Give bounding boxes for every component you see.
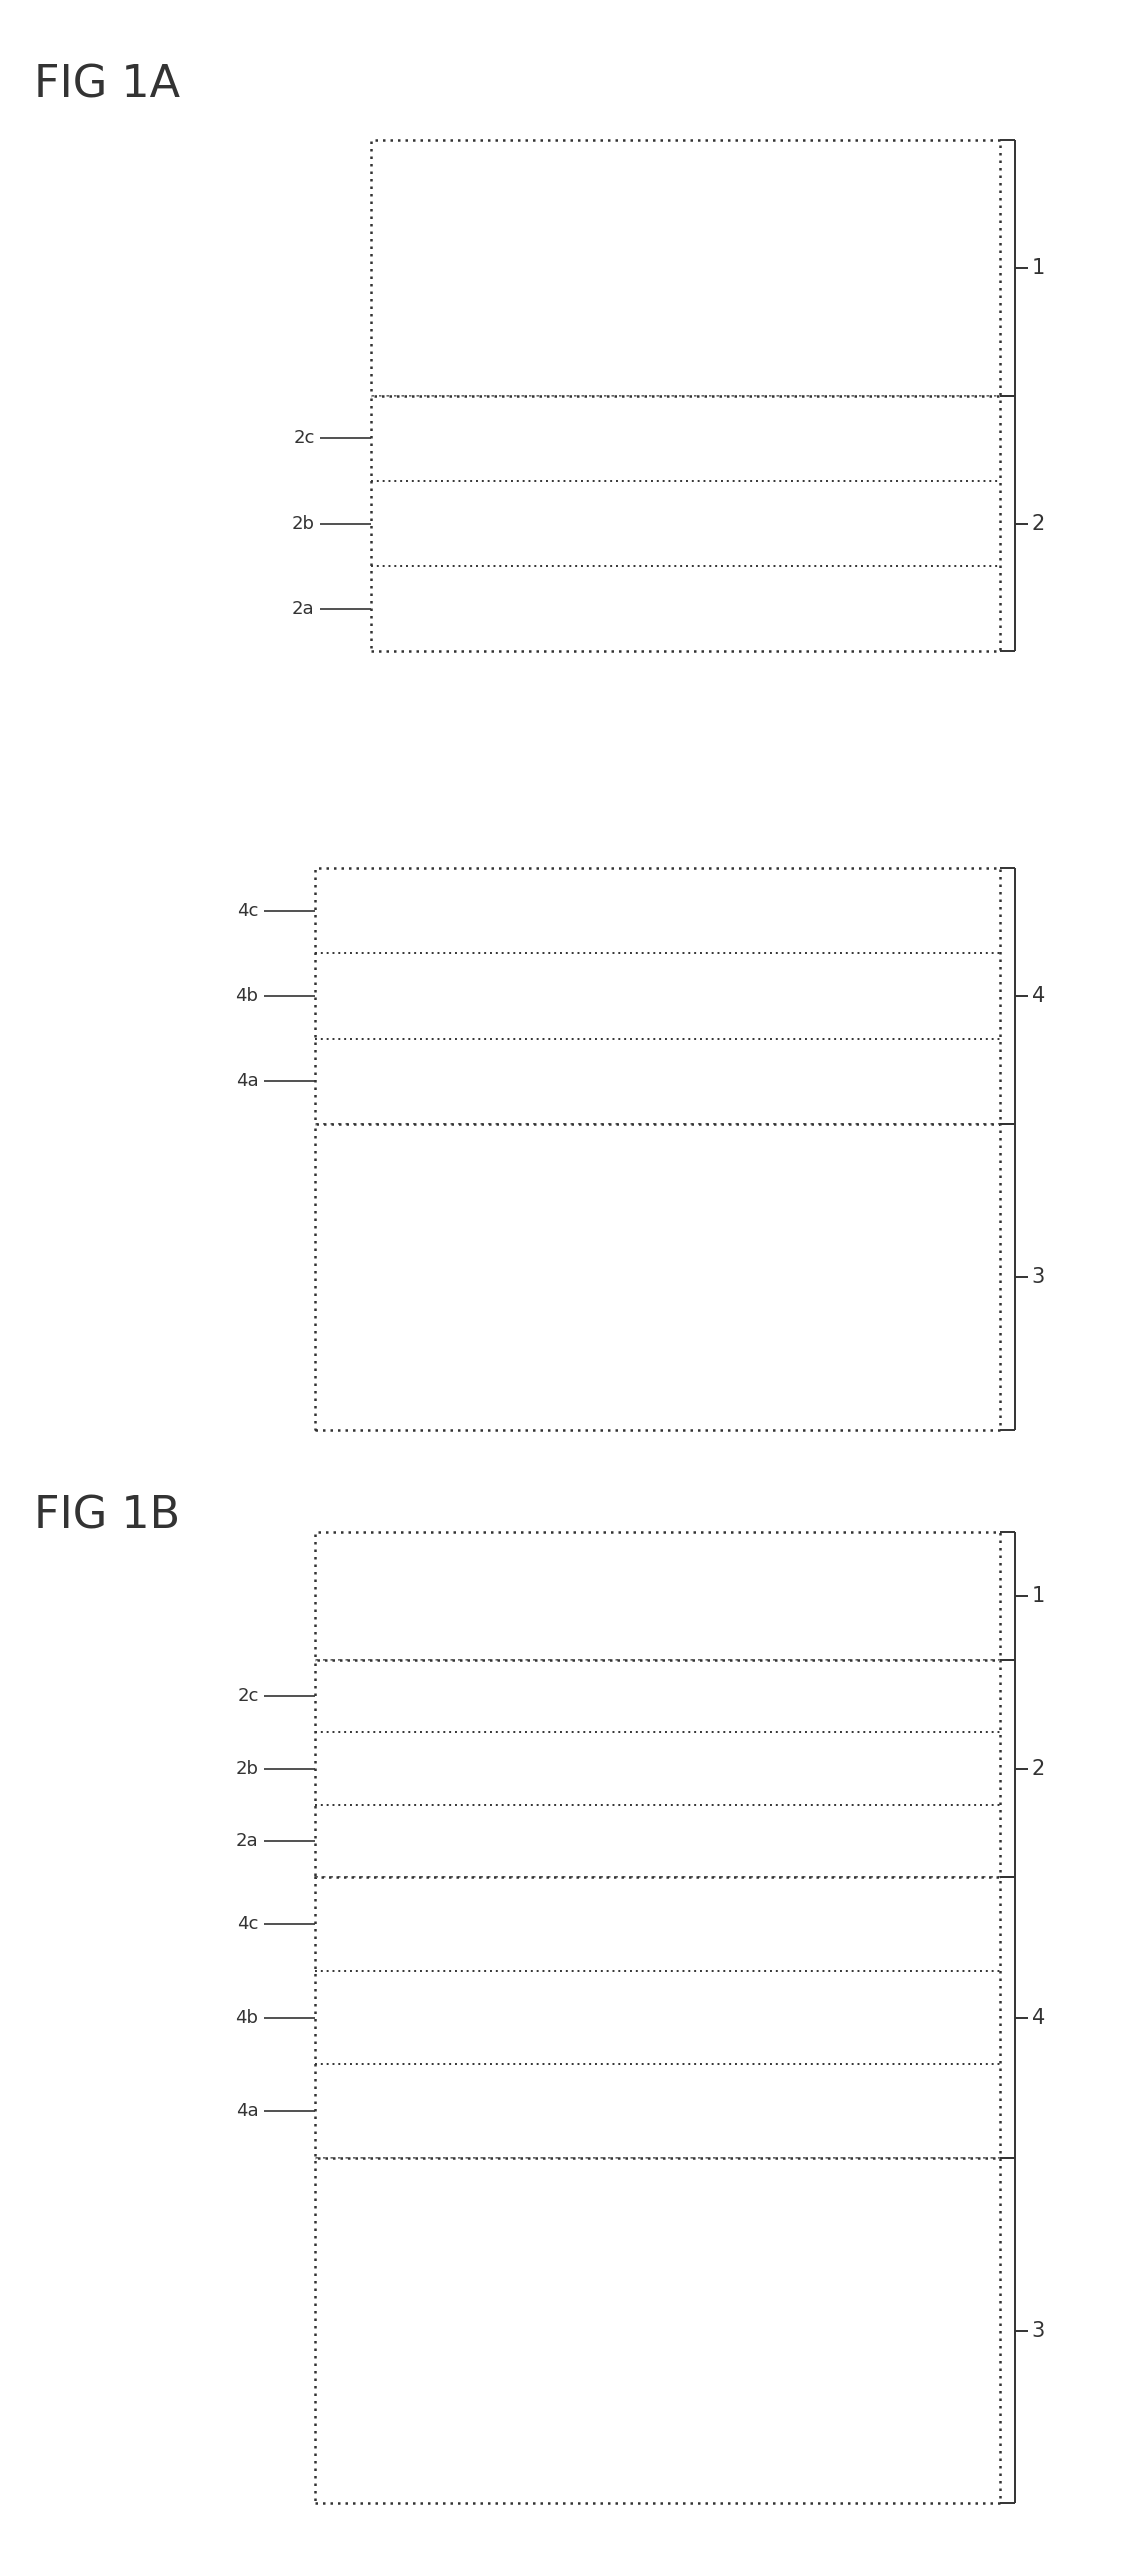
Bar [315, 2158, 1000, 2503]
Bar [315, 868, 1000, 1124]
Text: 2c: 2c [237, 1688, 259, 1706]
Text: 4b: 4b [236, 2007, 259, 2028]
Bar [371, 140, 1000, 396]
Text: 1: 1 [1032, 258, 1045, 278]
Bar [315, 1660, 1000, 1877]
Text: 2c: 2c [293, 429, 315, 447]
Text: FIG 1B: FIG 1B [34, 1494, 180, 1538]
Bar [315, 1124, 1000, 1430]
Text: 3: 3 [1032, 2322, 1045, 2339]
Bar [371, 396, 1000, 651]
Text: 2: 2 [1032, 513, 1045, 534]
Text: 4: 4 [1032, 986, 1045, 1006]
Bar [315, 1877, 1000, 2158]
Text: 4: 4 [1032, 2007, 1045, 2028]
Text: 1: 1 [1032, 1586, 1045, 1606]
Text: 4a: 4a [236, 1073, 259, 1091]
Text: 4b: 4b [236, 986, 259, 1006]
Text: 2: 2 [1032, 1760, 1045, 1778]
Text: 2b: 2b [236, 1760, 259, 1778]
Text: 2b: 2b [292, 513, 315, 534]
Text: 2a: 2a [236, 1831, 259, 1849]
Text: 4a: 4a [236, 2102, 259, 2120]
Text: FIG 1A: FIG 1A [34, 64, 180, 107]
Text: 3: 3 [1032, 1267, 1045, 1287]
Bar [315, 1532, 1000, 1660]
Text: 4c: 4c [237, 902, 259, 919]
Text: 2a: 2a [292, 600, 315, 618]
Text: 4c: 4c [237, 1916, 259, 1933]
